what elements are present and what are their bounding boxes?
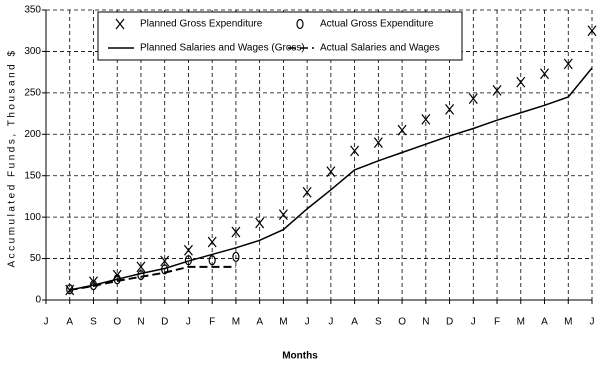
x-tick-label: A (256, 317, 263, 328)
legend-label: Actual Gross Expenditure (320, 19, 434, 30)
x-tick-label: M (232, 317, 240, 328)
x-marker (231, 226, 241, 238)
x-marker (115, 18, 125, 30)
x-tick-label: J (44, 317, 49, 328)
x-tick-label: N (137, 317, 144, 328)
y-tick-label: 150 (24, 170, 41, 181)
y-tick-label: 200 (24, 129, 41, 140)
y-tick-label: 50 (30, 253, 42, 264)
x-marker (255, 217, 265, 229)
x-marker (563, 58, 573, 70)
x-marker (302, 186, 312, 198)
x-tick-label: M (517, 317, 525, 328)
x-marker (136, 261, 146, 273)
x-tick-label: F (209, 317, 215, 328)
o-marker (137, 270, 145, 281)
x-tick-label: J (590, 317, 595, 328)
x-marker (397, 124, 407, 136)
y-tick-label: 100 (24, 212, 41, 223)
x-tick-label: A (66, 317, 73, 328)
legend-label: Planned Salaries and Wages (Gross) (140, 43, 305, 54)
y-tick-label: 350 (24, 5, 41, 16)
x-tick-label: D (161, 317, 168, 328)
x-marker (468, 93, 478, 105)
x-marker (350, 145, 360, 157)
y-tick-label: 0 (35, 295, 41, 306)
x-tick-label: J (471, 317, 476, 328)
x-tick-label: S (375, 317, 382, 328)
y-tick-label: 300 (24, 46, 41, 57)
x-tick-label: M (564, 317, 572, 328)
x-marker (160, 255, 170, 267)
x-tick-label: F (494, 317, 500, 328)
x-tick-label: A (351, 317, 358, 328)
o-marker (208, 255, 216, 266)
x-marker (326, 166, 336, 177)
x-tick-label: O (398, 317, 406, 328)
x-tick-label: N (422, 317, 429, 328)
x-marker (207, 236, 217, 248)
x-tick-label: J (305, 317, 310, 328)
legend-label: Planned Gross Expenditure (140, 19, 263, 30)
series-line (69, 67, 593, 291)
x-marker (540, 68, 549, 80)
y-tick-label: 250 (24, 87, 41, 98)
x-marker (587, 25, 597, 37)
x-marker (278, 209, 288, 221)
x-tick-label: S (90, 317, 97, 328)
x-tick-label: A (541, 317, 548, 328)
x-tick-label: J (186, 317, 191, 328)
x-marker (421, 113, 431, 125)
legend-box (97, 11, 463, 61)
x-tick-label: M (279, 317, 287, 328)
x-tick-label: D (446, 317, 453, 328)
x-marker (183, 244, 193, 256)
x-marker (445, 104, 455, 115)
x-tick-label: J (328, 317, 333, 328)
y-axis-label: Accumulated Funds, Thousand $ (7, 48, 18, 267)
series-line (69, 265, 236, 292)
o-marker (296, 18, 304, 30)
x-marker (373, 137, 383, 148)
legend-label: Actual Salaries and Wages (320, 43, 440, 54)
x-tick-label: O (113, 317, 121, 328)
x-marker (492, 84, 502, 96)
x-axis-label: Months (282, 351, 318, 362)
o-marker (232, 251, 240, 263)
x-marker (516, 76, 526, 88)
